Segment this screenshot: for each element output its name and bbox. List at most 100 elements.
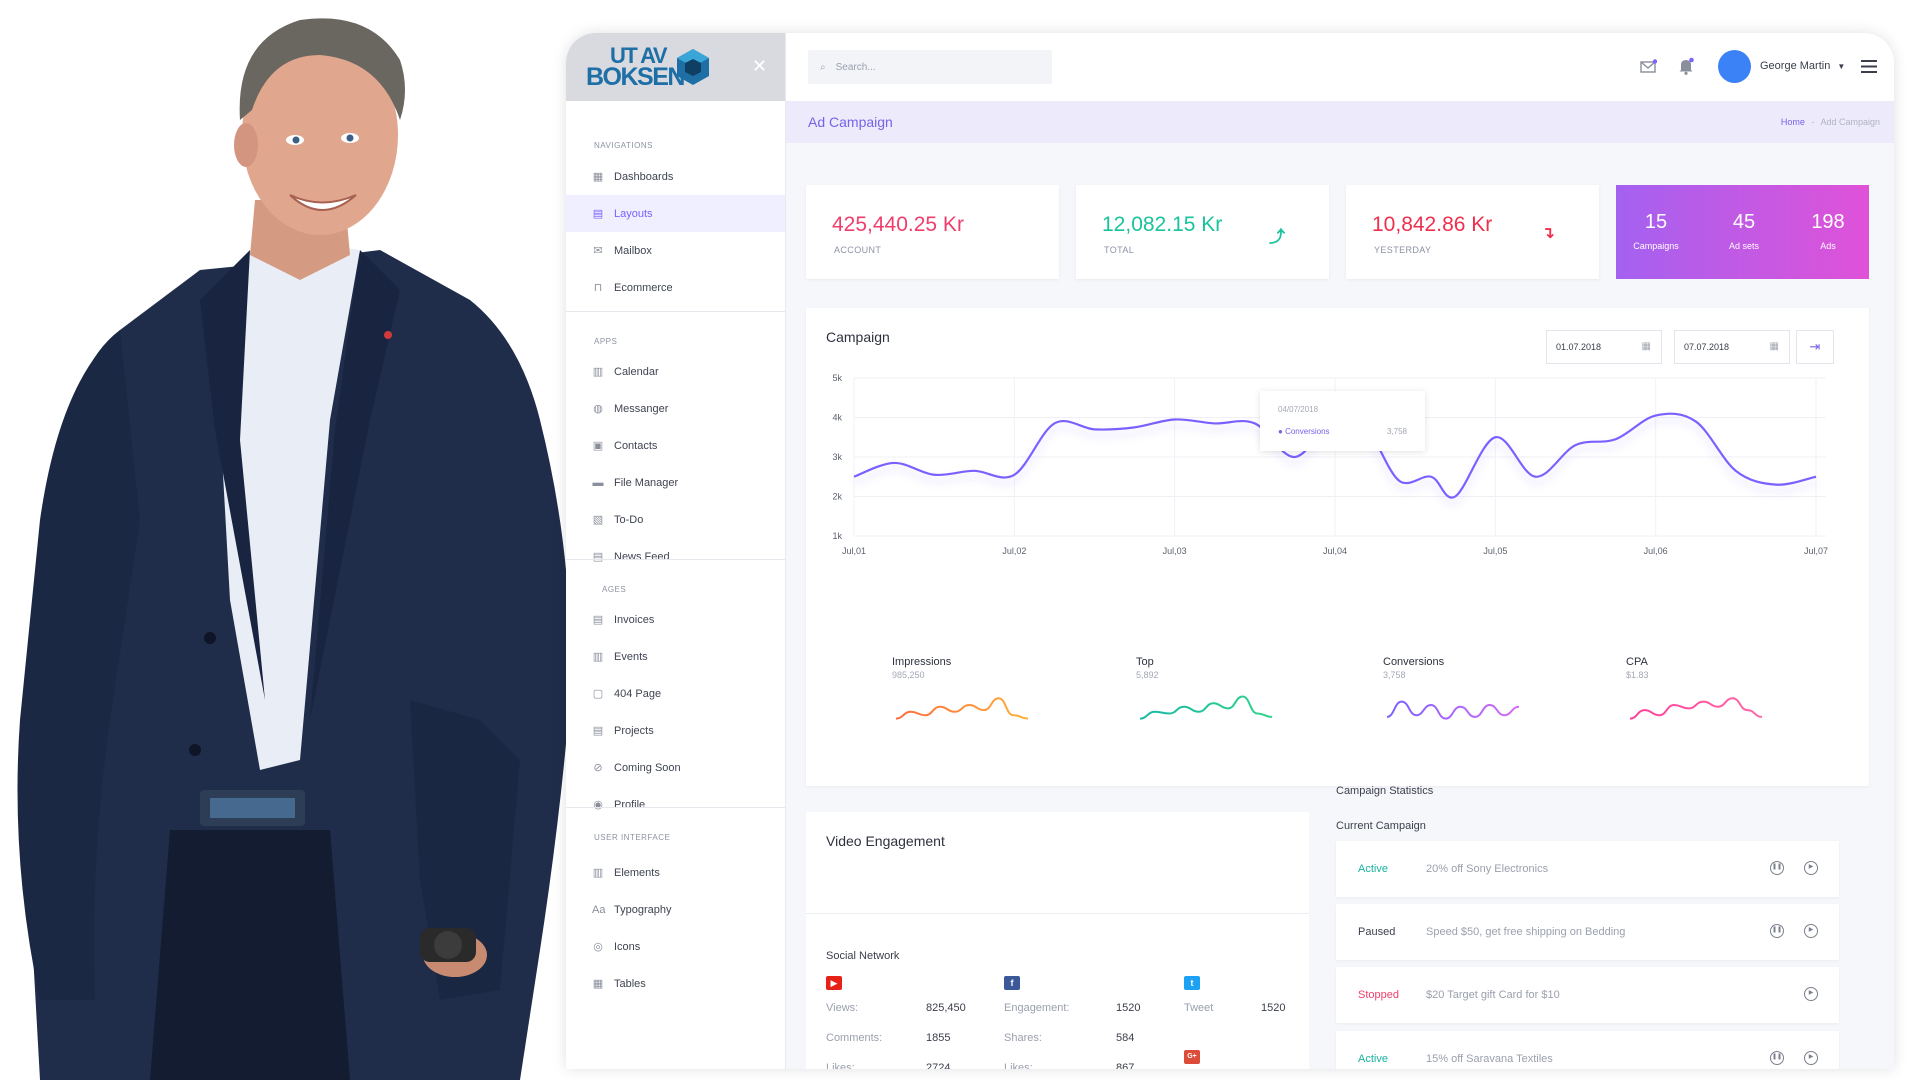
- sparkline-value: 985,250: [892, 670, 925, 680]
- sidebar-item-messanger[interactable]: ◍ Messanger: [566, 390, 785, 427]
- stat-label: YESTERDAY: [1374, 245, 1432, 255]
- video-engagement-title: Video Engagement: [826, 833, 945, 849]
- typography-icon: Aa: [592, 903, 606, 916]
- nav-heading: NAVIGATIONS: [594, 141, 653, 150]
- stat-label: TOTAL: [1104, 245, 1135, 255]
- sparkline-title: Top: [1136, 656, 1154, 668]
- sidebar-item-404-page[interactable]: ▢ 404 Page: [566, 675, 785, 712]
- divider: [806, 913, 1309, 914]
- tools-icon[interactable]: ✕: [752, 56, 768, 76]
- user-menu[interactable]: George Martin ▼: [1760, 60, 1845, 72]
- date-from-input[interactable]: 01.07.2018 ▦: [1546, 330, 1662, 364]
- pause-icon[interactable]: ❚❚: [1770, 1051, 1784, 1065]
- sparkline-chart: [1386, 700, 1520, 720]
- google-plus-icon[interactable]: G+: [1184, 1050, 1200, 1064]
- sidebar-item-mailbox[interactable]: ✉ Mailbox: [566, 232, 785, 269]
- calendar-icon: ▦: [1641, 341, 1651, 352]
- sidebar-item-profile[interactable]: ◉ Profile: [566, 786, 785, 823]
- nav-heading: AGES: [602, 585, 627, 594]
- chat-icon: ◍: [593, 402, 603, 415]
- stat-value: 12,082.15 Kr: [1102, 213, 1223, 236]
- sparkline-chart: [1629, 697, 1763, 720]
- sparkline-title: CPA: [1626, 656, 1648, 668]
- sidebar-item-invoices[interactable]: ▤ Invoices: [566, 601, 785, 638]
- bell-icon[interactable]: [1678, 57, 1694, 75]
- sidebar-item-typography[interactable]: Aa Typography: [566, 891, 785, 928]
- sidebar-item-ecommerce[interactable]: ⊓ Ecommerce: [566, 269, 785, 306]
- social-stat-value: 1520: [1261, 1002, 1286, 1014]
- sidebar-item-to-do[interactable]: ▧ To-Do: [566, 501, 785, 538]
- brand-logo[interactable]: UT AV BOKSEN: [586, 45, 716, 91]
- sidebar-item-label: Calendar: [614, 365, 659, 378]
- stat-value: 425,440.25 Kr: [832, 213, 964, 236]
- sidebar-item-coming-soon[interactable]: ⊘ Coming Soon: [566, 749, 785, 786]
- sidebar-item-projects[interactable]: ▤ Projects: [566, 712, 785, 749]
- sidebar-item-label: Events: [614, 650, 648, 663]
- sidebar-item-label: Ecommerce: [614, 281, 673, 294]
- count-campaigns: 15 Campaigns: [1633, 211, 1679, 251]
- date-to-input[interactable]: 07.07.2018 ▦: [1674, 330, 1790, 364]
- youtube-icon[interactable]: ▶: [826, 976, 842, 990]
- sidebar-item-file-manager[interactable]: ▬ File Manager: [566, 464, 785, 501]
- sidebar-item-label: Contacts: [614, 439, 658, 452]
- sidebar-item-tables[interactable]: ▦ Tables: [566, 965, 785, 1002]
- campaign-row[interactable]: Stopped $20 Target gift Card for $10 ▶: [1336, 967, 1839, 1023]
- campaign-statistics-heading: Campaign Statistics: [1336, 785, 1434, 797]
- rocket-icon: ⊘: [593, 761, 603, 774]
- search-input[interactable]: ⌕ Search...: [808, 50, 1052, 84]
- export-button[interactable]: ⇥: [1796, 330, 1834, 364]
- social-stat-label: Likes:: [1004, 1062, 1033, 1069]
- logo-bar: UT AV BOKSEN ✕: [566, 33, 785, 101]
- page-title: Ad Campaign: [808, 114, 893, 130]
- campaign-status: Paused: [1358, 926, 1396, 938]
- campaign-row[interactable]: Active 15% off Saravana Textiles ❚❚ ▶: [1336, 1031, 1839, 1069]
- sidebar-item-icons[interactable]: ◎ Icons: [566, 928, 785, 965]
- breadcrumb-home[interactable]: Home: [1780, 117, 1805, 127]
- calendar-icon: ▦: [1769, 341, 1779, 352]
- campaign-row[interactable]: Active 20% off Sony Electronics ❚❚ ▶: [1336, 841, 1839, 897]
- play-icon[interactable]: ▶: [1804, 924, 1818, 938]
- x-tick-label: Jul,02: [1002, 546, 1026, 556]
- sidebar-item-layouts[interactable]: ▤ Layouts: [566, 195, 785, 232]
- mail-icon[interactable]: [1640, 59, 1657, 73]
- play-icon[interactable]: ▶: [1804, 987, 1818, 1001]
- elements-icon: ▥: [592, 866, 604, 879]
- sidebar-item-calendar[interactable]: ▥ Calendar: [566, 353, 785, 390]
- stat-card-total: 12,082.15 Kr TOTAL ⤴: [1076, 185, 1329, 279]
- social-stat-label: Tweet: [1184, 1002, 1214, 1014]
- sidebar-item-contacts[interactable]: ▣ Contacts: [566, 427, 785, 464]
- sparkline-value: 3,758: [1383, 670, 1406, 680]
- twitter-icon[interactable]: t: [1184, 976, 1200, 990]
- avatar[interactable]: [1718, 50, 1751, 83]
- pause-icon[interactable]: ❚❚: [1770, 924, 1784, 938]
- sidebar-item-elements[interactable]: ▥ Elements: [566, 854, 785, 891]
- pause-icon[interactable]: ❚❚: [1770, 861, 1784, 875]
- count-ads: 198 Ads: [1811, 211, 1845, 251]
- folder-icon: ▬: [592, 476, 604, 489]
- divider: [566, 311, 785, 312]
- sparkline-top: Top 5,892: [1136, 656, 1276, 728]
- sidebar-item-label: Mailbox: [614, 244, 652, 257]
- top-bar: ⌕ Search... George Martin ▼: [786, 33, 1894, 101]
- hamburger-menu-icon[interactable]: [1861, 60, 1877, 73]
- sidebar-item-news-feed[interactable]: ▤ News Feed: [566, 538, 785, 575]
- facebook-icon[interactable]: f: [1004, 976, 1020, 990]
- sparkline-line: [1386, 700, 1520, 720]
- social-network-title: Social Network: [826, 950, 900, 962]
- social-stat-label: Views:: [826, 1002, 859, 1014]
- x-tick-label: Jul,03: [1163, 546, 1187, 556]
- sparkline-value: $1.83: [1626, 670, 1649, 680]
- contacts-icon: ▣: [592, 439, 604, 452]
- play-icon[interactable]: ▶: [1804, 1051, 1818, 1065]
- sidebar-item-events[interactable]: ▥ Events: [566, 638, 785, 675]
- sparkline-line: [895, 697, 1029, 720]
- trend-up-icon: ⤴: [1268, 229, 1285, 246]
- x-tick-label: Jul,06: [1644, 546, 1668, 556]
- sidebar-item-dashboards[interactable]: ▦ Dashboards: [566, 158, 785, 195]
- campaign-row[interactable]: Paused Speed $50, get free shipping on Be…: [1336, 904, 1839, 960]
- play-icon[interactable]: ▶: [1804, 861, 1818, 875]
- page-header: Ad Campaign Home - Add Campaign: [786, 101, 1894, 143]
- mail-icon: ✉: [593, 244, 603, 257]
- breadcrumb-current: Add Campaign: [1820, 117, 1880, 127]
